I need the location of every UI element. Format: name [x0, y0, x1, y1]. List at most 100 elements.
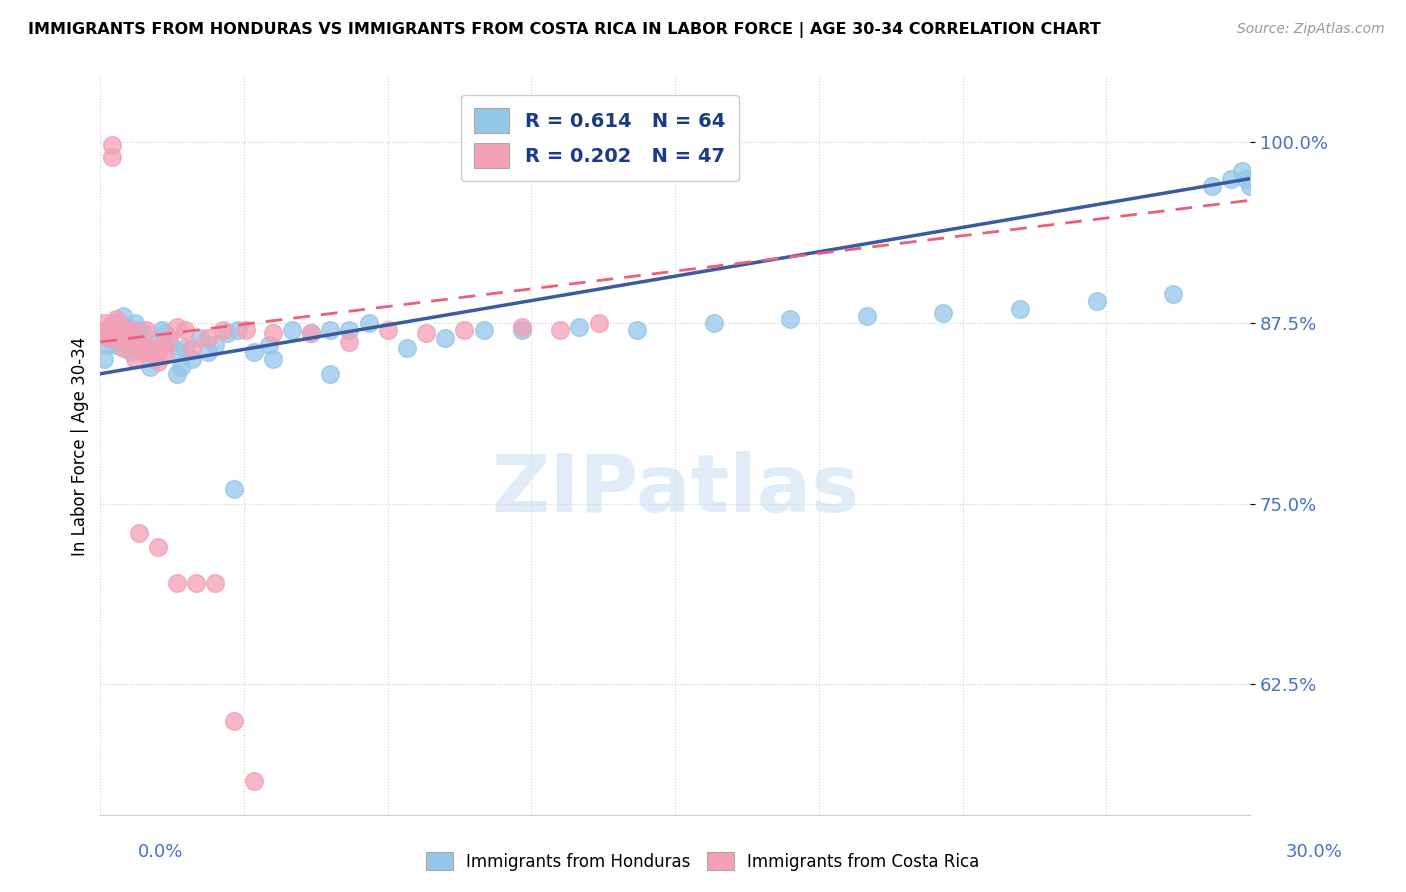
Point [150, 338, 173, 352]
Point [1201, 178, 1223, 193]
Text: ZIPatlas: ZIPatlas [491, 451, 859, 529]
Point [143, 350, 166, 364]
Point [181, 352, 204, 367]
Point [855, 309, 877, 323]
Point [146, 345, 169, 359]
Legend: Immigrants from Honduras, Immigrants from Costa Rica: Immigrants from Honduras, Immigrants fro… [418, 844, 988, 880]
Point [135, 323, 157, 337]
Point [146, 355, 169, 369]
Text: 30.0%: 30.0% [1286, 843, 1343, 861]
Point [212, 323, 235, 337]
Point [143, 338, 166, 352]
Point [588, 316, 610, 330]
Point [242, 774, 264, 789]
Point [93, 316, 115, 330]
Point [146, 540, 169, 554]
Point [377, 323, 399, 337]
Point [299, 326, 322, 341]
Point [472, 323, 495, 337]
Point [128, 334, 150, 349]
Point [112, 341, 135, 355]
Text: IMMIGRANTS FROM HONDURAS VS IMMIGRANTS FROM COSTA RICA IN LABOR FORCE | AGE 30-3: IMMIGRANTS FROM HONDURAS VS IMMIGRANTS F… [28, 22, 1101, 38]
Point [510, 323, 533, 337]
Y-axis label: In Labor Force | Age 30-34: In Labor Force | Age 30-34 [72, 336, 89, 556]
Point [115, 320, 138, 334]
Point [97, 323, 120, 337]
Point [626, 323, 648, 337]
Point [1085, 294, 1108, 309]
Point [155, 326, 177, 341]
Point [434, 330, 457, 344]
Point [120, 338, 142, 352]
Point [395, 341, 418, 355]
Point [242, 345, 264, 359]
Point [155, 345, 177, 359]
Point [319, 367, 342, 381]
Point [204, 338, 226, 352]
Point [1163, 287, 1185, 301]
Point [299, 326, 322, 341]
Point [108, 326, 131, 341]
Point [1232, 164, 1254, 178]
Point [101, 150, 124, 164]
Point [166, 367, 188, 381]
Point [215, 326, 238, 341]
Point [101, 316, 124, 330]
Point [357, 316, 380, 330]
Point [112, 330, 135, 344]
Point [702, 316, 724, 330]
Point [188, 330, 211, 344]
Point [101, 330, 124, 344]
Point [150, 323, 173, 337]
Point [104, 316, 127, 330]
Point [157, 334, 180, 349]
Point [120, 323, 142, 337]
Point [108, 323, 131, 337]
Point [779, 311, 801, 326]
Point [128, 525, 150, 540]
Text: 0.0%: 0.0% [138, 843, 183, 861]
Point [93, 323, 115, 337]
Point [197, 330, 219, 344]
Point [112, 330, 135, 344]
Point [339, 323, 361, 337]
Point [257, 338, 280, 352]
Point [932, 306, 955, 320]
Point [339, 334, 361, 349]
Legend: R = 0.614   N = 64, R = 0.202   N = 47: R = 0.614 N = 64, R = 0.202 N = 47 [461, 95, 740, 181]
Point [124, 316, 146, 330]
Point [131, 345, 153, 359]
Point [135, 341, 157, 355]
Point [97, 330, 120, 344]
Point [108, 330, 131, 344]
Point [1010, 301, 1032, 316]
Point [104, 338, 127, 352]
Point [97, 323, 120, 337]
Point [262, 352, 284, 367]
Point [108, 316, 131, 330]
Point [97, 338, 120, 352]
Point [166, 343, 188, 358]
Point [568, 320, 591, 334]
Point [173, 323, 195, 337]
Point [131, 326, 153, 341]
Point [120, 323, 142, 337]
Point [93, 352, 115, 367]
Point [166, 576, 188, 591]
Point [157, 330, 180, 344]
Point [101, 138, 124, 153]
Point [186, 576, 208, 591]
Point [1219, 171, 1241, 186]
Point [128, 323, 150, 337]
Point [115, 341, 138, 355]
Point [510, 320, 533, 334]
Point [281, 323, 304, 337]
Point [112, 309, 135, 323]
Point [235, 323, 257, 337]
Point [204, 576, 226, 591]
Point [181, 341, 204, 355]
Point [124, 352, 146, 367]
Point [104, 311, 127, 326]
Point [224, 714, 246, 728]
Point [262, 326, 284, 341]
